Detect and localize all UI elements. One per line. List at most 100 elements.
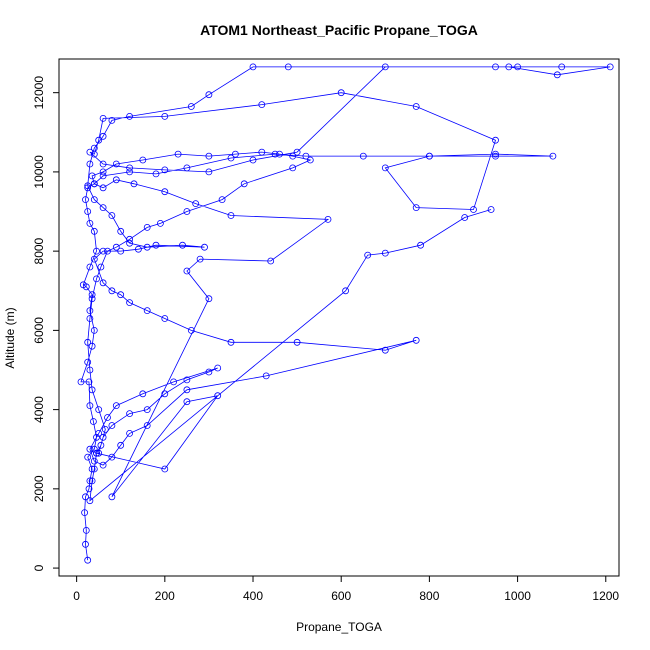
data-point	[88, 477, 96, 485]
data-point	[276, 150, 283, 158]
data-point	[143, 422, 151, 429]
data-point	[492, 63, 499, 71]
y-tick-label: 12000	[32, 76, 46, 110]
x-tick-label: 0	[73, 589, 80, 603]
data-point	[99, 279, 107, 287]
data-point	[514, 63, 521, 71]
data-point	[117, 247, 125, 255]
data-point	[90, 326, 98, 334]
data-point	[381, 63, 389, 71]
data-point	[97, 441, 105, 449]
data-point	[97, 263, 105, 271]
x-tick-label: 200	[155, 589, 175, 603]
data-point	[170, 378, 178, 386]
data-point	[187, 326, 195, 334]
plot-frame	[58, 58, 620, 577]
data-point	[126, 429, 134, 437]
data-point	[86, 160, 94, 168]
data-point	[86, 219, 94, 227]
data-point	[84, 338, 92, 346]
data-point	[381, 346, 389, 354]
data-point	[271, 150, 279, 158]
data-point	[88, 342, 96, 350]
y-tick-label: 0	[32, 564, 46, 571]
data-point	[86, 402, 94, 410]
data-point	[90, 144, 98, 152]
data-point	[101, 425, 109, 433]
data-point	[364, 251, 372, 259]
x-axis: 0 200 400 600 800 1000 1200	[73, 576, 619, 603]
data-point	[289, 164, 297, 172]
data-point	[289, 152, 297, 160]
data-point	[85, 378, 93, 386]
data-point	[487, 206, 495, 213]
data-point	[161, 315, 169, 322]
x-tick-label: 1200	[592, 589, 619, 603]
data-point	[161, 188, 169, 196]
data-point	[205, 91, 213, 99]
y-tick-label: 8000	[32, 237, 46, 264]
data-point	[412, 336, 420, 344]
data-point	[293, 148, 301, 156]
data-point	[227, 338, 235, 346]
data-point	[86, 148, 94, 156]
data-point	[90, 445, 98, 453]
data-point	[196, 255, 204, 263]
data-point	[86, 445, 94, 453]
data-point	[417, 241, 425, 249]
x-tick-label: 800	[419, 589, 439, 603]
data-point	[284, 63, 292, 71]
data-point	[99, 168, 107, 176]
data-point	[381, 164, 389, 172]
data-point	[126, 164, 134, 172]
data-point	[293, 338, 301, 346]
data-point	[104, 414, 111, 421]
series-points	[77, 63, 614, 564]
data-point	[85, 485, 93, 493]
data-point	[258, 101, 266, 108]
data-point	[470, 206, 477, 213]
data-point	[179, 241, 186, 249]
data-point	[258, 148, 266, 156]
data-point	[126, 299, 134, 307]
data-point	[174, 150, 182, 158]
data-point	[99, 247, 107, 255]
data-point	[112, 402, 120, 410]
data-point	[117, 441, 125, 449]
data-point	[262, 372, 270, 380]
data-point	[99, 132, 107, 140]
data-point	[84, 453, 92, 461]
data-point	[81, 509, 88, 516]
y-tick-label: 4000	[32, 396, 46, 423]
data-point	[117, 291, 125, 299]
data-point	[183, 376, 191, 384]
data-point	[99, 184, 107, 192]
data-point	[93, 275, 100, 283]
data-point	[84, 184, 92, 192]
data-point	[104, 247, 111, 255]
data-point	[214, 364, 222, 372]
y-tick-label: 2000	[32, 475, 46, 502]
data-point	[108, 212, 116, 219]
data-point	[306, 156, 314, 164]
data-point	[492, 152, 499, 160]
data-point	[88, 291, 96, 299]
data-point	[324, 215, 332, 223]
data-point	[90, 457, 98, 465]
data-point	[86, 477, 94, 485]
data-point	[143, 307, 151, 315]
data-point	[95, 136, 103, 144]
y-tick-label: 10000	[32, 155, 46, 189]
data-point	[152, 241, 160, 249]
data-point	[82, 196, 89, 204]
data-point	[84, 208, 92, 215]
data-point	[79, 281, 87, 289]
data-point	[214, 392, 222, 400]
data-point	[95, 449, 103, 457]
data-point	[249, 63, 257, 71]
data-point	[342, 287, 350, 295]
data-point	[183, 164, 191, 172]
data-point	[112, 160, 120, 168]
data-point	[249, 156, 257, 164]
data-point	[84, 556, 92, 564]
